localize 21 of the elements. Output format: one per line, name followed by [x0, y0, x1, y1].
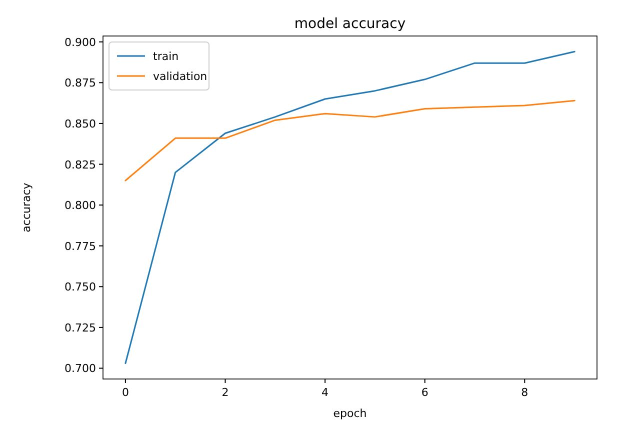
x-tick-label: 4 — [322, 386, 329, 399]
y-tick-label: 0.750 — [64, 280, 96, 294]
x-tick-label: 0 — [122, 386, 129, 399]
chart-title: model accuracy — [294, 16, 406, 32]
y-tick-label: 0.825 — [64, 158, 96, 172]
legend-label: validation — [153, 70, 208, 83]
line-series — [124, 50, 576, 364]
x-tick-label: 8 — [521, 386, 528, 399]
x-tick-label: 2 — [222, 386, 229, 399]
x-axis-title: epoch — [333, 407, 367, 420]
legend-label: train — [153, 50, 179, 63]
x-tick-label: 6 — [421, 386, 428, 399]
y-tick-label: 0.725 — [64, 321, 96, 334]
y-tick-label: 0.700 — [64, 362, 96, 376]
y-tick-label: 0.775 — [64, 240, 96, 253]
y-tick-label: 0.800 — [64, 199, 96, 212]
y-tick-label: 0.850 — [64, 117, 96, 130]
y-tick-label: 0.875 — [64, 76, 96, 90]
y-axis-title: accuracy — [20, 182, 33, 232]
y-tick-label: 0.900 — [64, 36, 96, 49]
line-series — [124, 100, 576, 182]
